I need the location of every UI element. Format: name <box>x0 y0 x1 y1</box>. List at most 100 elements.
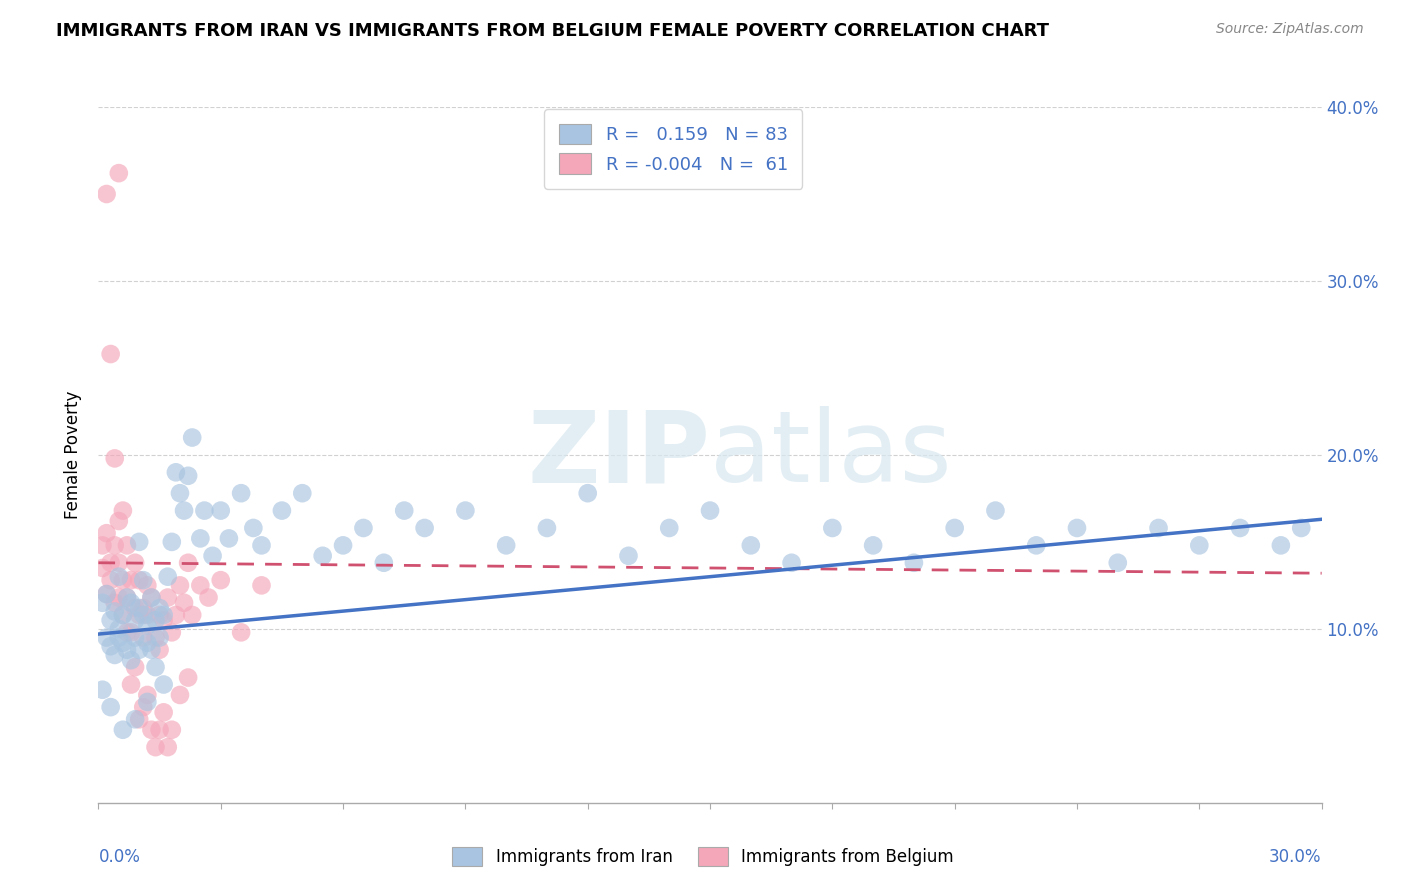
Point <box>352 521 374 535</box>
Point <box>373 556 395 570</box>
Point <box>149 723 172 737</box>
Point <box>100 347 122 361</box>
Point <box>152 706 174 720</box>
Point <box>165 466 187 480</box>
Point <box>169 578 191 592</box>
Point <box>104 605 127 619</box>
Point <box>149 642 172 657</box>
Y-axis label: Female Poverty: Female Poverty <box>63 391 82 519</box>
Point <box>100 613 122 627</box>
Point <box>165 607 187 622</box>
Point <box>141 642 163 657</box>
Point <box>120 625 142 640</box>
Point <box>201 549 224 563</box>
Point <box>124 631 146 645</box>
Point <box>193 503 215 517</box>
Point <box>120 573 142 587</box>
Point <box>495 538 517 552</box>
Point <box>115 591 138 605</box>
Point <box>231 486 253 500</box>
Point <box>149 631 172 645</box>
Point <box>91 538 114 552</box>
Point <box>91 596 114 610</box>
Point <box>108 556 131 570</box>
Point <box>128 601 150 615</box>
Point <box>576 486 599 500</box>
Point <box>132 607 155 622</box>
Point <box>100 556 122 570</box>
Point <box>128 712 150 726</box>
Point <box>740 538 762 552</box>
Point <box>100 573 122 587</box>
Point <box>250 578 273 592</box>
Point <box>120 653 142 667</box>
Point <box>699 503 721 517</box>
Point <box>181 607 204 622</box>
Point <box>152 607 174 622</box>
Point <box>1188 538 1211 552</box>
Point <box>536 521 558 535</box>
Point <box>111 503 134 517</box>
Point <box>108 631 131 645</box>
Text: ZIP: ZIP <box>527 407 710 503</box>
Point <box>197 591 219 605</box>
Point <box>291 486 314 500</box>
Point <box>145 613 167 627</box>
Point <box>124 601 146 615</box>
Point <box>104 538 127 552</box>
Point <box>413 521 436 535</box>
Point <box>156 591 179 605</box>
Point <box>132 573 155 587</box>
Point <box>984 503 1007 517</box>
Point <box>136 695 159 709</box>
Point <box>1107 556 1129 570</box>
Point <box>104 648 127 662</box>
Point <box>145 631 167 645</box>
Text: 0.0%: 0.0% <box>98 848 141 866</box>
Point <box>128 607 150 622</box>
Point <box>160 534 183 549</box>
Point <box>111 607 134 622</box>
Point <box>903 556 925 570</box>
Point <box>128 573 150 587</box>
Point <box>145 660 167 674</box>
Point <box>231 625 253 640</box>
Point <box>392 503 416 517</box>
Point <box>862 538 884 552</box>
Point <box>132 631 155 645</box>
Point <box>111 607 134 622</box>
Point <box>181 431 204 445</box>
Point <box>242 521 264 535</box>
Point <box>152 677 174 691</box>
Point <box>1025 538 1047 552</box>
Point <box>111 573 134 587</box>
Point <box>100 639 122 653</box>
Point <box>124 712 146 726</box>
Point <box>120 677 142 691</box>
Text: 30.0%: 30.0% <box>1270 848 1322 866</box>
Point <box>780 556 803 570</box>
Point <box>209 573 232 587</box>
Point <box>149 607 172 622</box>
Point <box>136 688 159 702</box>
Point <box>1229 521 1251 535</box>
Point <box>160 625 183 640</box>
Point <box>104 451 127 466</box>
Point <box>156 740 179 755</box>
Point <box>115 642 138 657</box>
Point <box>115 625 138 640</box>
Point <box>169 486 191 500</box>
Point <box>108 514 131 528</box>
Point <box>96 587 118 601</box>
Point <box>270 503 294 517</box>
Point <box>218 532 240 546</box>
Legend: Immigrants from Iran, Immigrants from Belgium: Immigrants from Iran, Immigrants from Be… <box>444 838 962 875</box>
Point <box>177 468 200 483</box>
Point <box>149 601 172 615</box>
Point <box>108 622 131 636</box>
Point <box>100 700 122 714</box>
Point <box>188 532 212 546</box>
Point <box>141 591 163 605</box>
Point <box>943 521 966 535</box>
Point <box>104 596 127 610</box>
